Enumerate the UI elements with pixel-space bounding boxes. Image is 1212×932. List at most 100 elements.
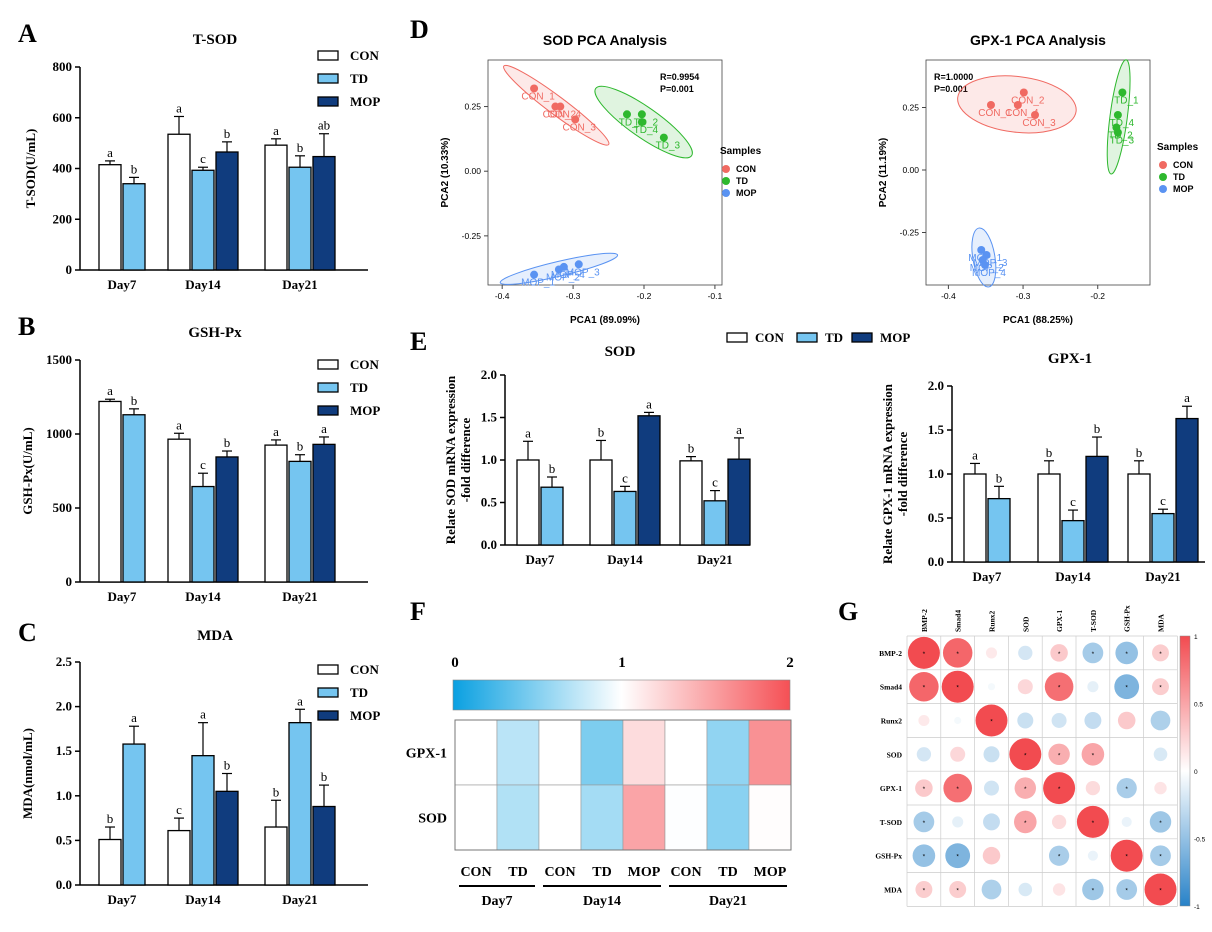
bar-mop: [1085, 455, 1109, 563]
significance-star: *: [1159, 651, 1162, 658]
column-label: GSH-Px: [1123, 605, 1132, 632]
row-label: Runx2: [881, 717, 903, 726]
heatmap-cell: [748, 719, 792, 786]
sample-point-td: [622, 110, 631, 119]
significance-star: *: [1159, 820, 1162, 827]
significance-star: *: [956, 786, 959, 793]
y-tick-label: 0: [66, 262, 73, 277]
heatmap-cell: [580, 784, 624, 851]
legend-label-con: CON: [755, 330, 785, 345]
bar-con: [264, 826, 288, 886]
sample-label: TD_4: [1110, 118, 1135, 129]
y-tick-label: 500: [53, 500, 73, 515]
sample-point-td: [637, 110, 646, 119]
bar-con: [264, 144, 288, 271]
significance-label: a: [176, 417, 182, 432]
sample-point-td: [637, 118, 646, 127]
legend-swatch-td: [317, 687, 339, 698]
colorbar-tick-label: -0.5: [1194, 837, 1206, 844]
chart-title: GPX-1: [1048, 351, 1092, 367]
y-axis-label: T-SOD(U/mL): [23, 129, 38, 209]
correlation-circle: [1082, 878, 1104, 901]
y-tick-label: -0.25: [900, 228, 920, 238]
legend-swatch-con: [317, 664, 339, 675]
correlation-circle: [918, 714, 930, 727]
correlation-circle: [950, 746, 966, 762]
y-tick-label: 0.25: [464, 102, 481, 112]
bar-td: [1061, 519, 1085, 563]
y-tick-label: 2.0: [928, 378, 944, 393]
significance-star: *: [1092, 820, 1095, 827]
bar-mop: [312, 155, 336, 271]
significance-label: c: [1160, 493, 1166, 508]
significance-label: a: [200, 707, 206, 722]
correlation-circle: [1076, 805, 1109, 838]
correlation-circle: [1123, 751, 1130, 758]
sample-label: TD_4: [634, 125, 659, 136]
sample-point-con: [556, 102, 565, 111]
row-label: T-SOD: [880, 818, 903, 827]
y-tick-label: 600: [53, 110, 73, 125]
column-label: CON: [670, 865, 701, 880]
sample-label: TD_3: [1110, 136, 1135, 147]
y-tick-label: 800: [53, 59, 73, 74]
significance-label: b: [273, 784, 280, 799]
bar-con: [679, 460, 703, 546]
heatmap-cell: [706, 784, 750, 851]
significance-label: c: [712, 475, 718, 490]
correlation-circle: [909, 671, 939, 702]
significance-star: *: [956, 651, 959, 658]
sample-point-con: [1019, 88, 1028, 97]
correlation-circle: [1121, 816, 1132, 827]
correlation-circle: [982, 846, 1001, 865]
correlation-circle: [1116, 879, 1138, 900]
heatmap-cell: [454, 784, 498, 851]
y-tick-label: 0.0: [928, 554, 944, 569]
sample-point-mop: [559, 262, 568, 271]
y-tick-label: 0.5: [481, 495, 498, 510]
y-tick-label: 0.5: [56, 832, 73, 847]
significance-label: b: [321, 769, 328, 784]
stat-label: P=0.001: [660, 84, 694, 94]
y-axis-label: PCA2 (10.33%): [440, 137, 451, 207]
correlation-circle: [942, 638, 973, 668]
chart-title: MDA: [197, 628, 233, 644]
correlation-circle: [1052, 883, 1066, 896]
bar-con: [589, 459, 613, 546]
bar-mop: [215, 151, 239, 271]
significance-label: c: [1070, 494, 1076, 509]
correlation-circle: [952, 816, 964, 828]
significance-label: c: [176, 802, 182, 817]
significance-star: *: [1159, 854, 1162, 861]
row-label: BMP-2: [879, 649, 902, 658]
panel-b-gshpx-chart: GSH-Px 0 500 1000 1500 GSH-Px(U/mL) a b Day7 a c b D…: [20, 325, 380, 604]
y-tick-label: -0.25: [462, 231, 482, 241]
sample-point-td: [1113, 111, 1122, 119]
column-label: MOP: [628, 865, 661, 880]
significance-star: *: [1058, 651, 1061, 658]
sample-label: CON_4: [1005, 108, 1039, 119]
sample-point-mop: [977, 246, 986, 254]
correlation-circle: [915, 881, 933, 898]
legend-swatch-mop: [317, 710, 339, 721]
x-category-label: Day21: [282, 277, 317, 292]
legend-label-mop: MOP: [350, 403, 380, 418]
x-category-label: Day7: [108, 589, 137, 604]
y-tick-label: 2.5: [56, 654, 73, 669]
x-tick-label: -0.1: [708, 291, 723, 301]
correlation-circle: [1050, 644, 1068, 662]
significance-label: c: [622, 470, 628, 485]
bar-mop: [312, 805, 336, 886]
sample-point-con: [571, 115, 580, 124]
significance-label: a: [176, 100, 182, 115]
scale-tick-label: 0: [451, 655, 459, 671]
column-label: T-SOD: [1089, 609, 1098, 632]
legend-swatch-mop: [317, 96, 339, 107]
sample-label: TD_2: [1108, 131, 1133, 142]
row-label: SOD: [418, 812, 447, 827]
correlation-circle: [1087, 681, 1099, 693]
y-tick-label: 1.0: [928, 466, 944, 481]
row-label: MDA: [884, 886, 902, 895]
sample-point-mop: [574, 260, 583, 269]
